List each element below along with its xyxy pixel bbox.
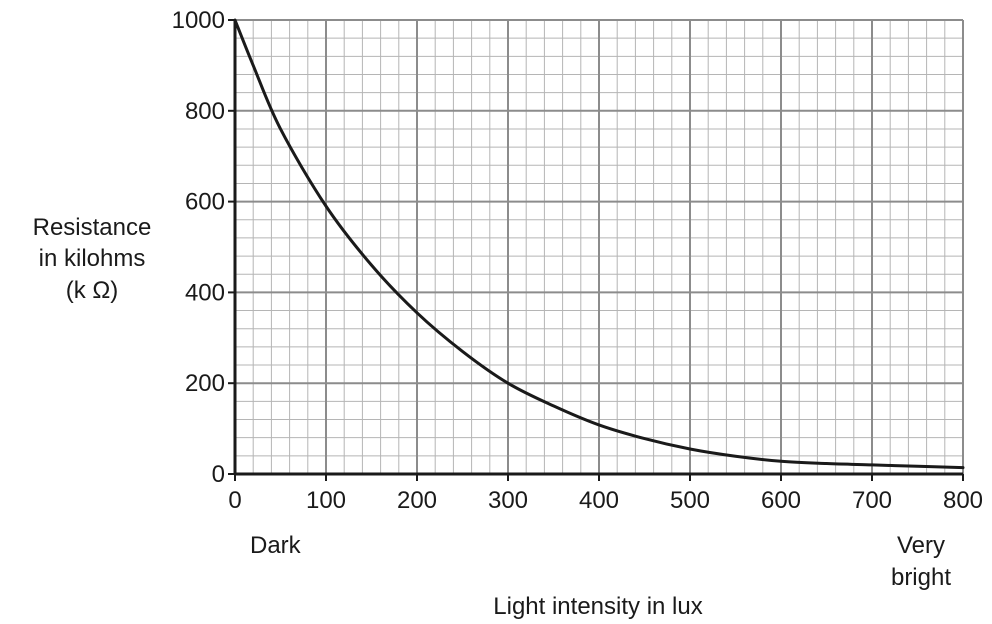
major-grid [235,19,964,474]
x-tick-label: 600 [761,487,801,514]
x-tick-label: 700 [852,487,892,514]
y-tick-label: 1000 [172,7,225,34]
x-tick-label: 400 [579,487,619,514]
very-bright-annotation-line-2: bright [891,564,951,591]
x-tick-label: 800 [943,487,983,514]
dark-annotation: Dark [250,532,302,559]
y-axis-label-line-1: Resistance [33,214,152,241]
x-tick-label: 200 [397,487,437,514]
y-axis-label-line-2: in kilohms [39,245,146,272]
y-tick-labels: 0 200 400 600 800 1000 [172,7,235,488]
resistance-curve [233,18,965,470]
y-tick-label: 400 [185,279,225,306]
x-tick-label: 300 [488,487,528,514]
x-tick-label: 0 [228,487,241,514]
very-bright-annotation-line-1: Very [897,532,945,559]
y-tick-label: 0 [212,461,225,488]
y-tick-label: 200 [185,370,225,397]
y-tick-label: 600 [185,189,225,216]
y-tick-label: 800 [185,98,225,125]
x-tick-label: 100 [306,487,346,514]
x-tick-label: 500 [670,487,710,514]
x-axis-label: Light intensity in lux [493,593,702,620]
y-axis-label-line-3: (k Ω) [66,277,119,304]
x-tick-labels: 0 100 200 300 400 500 600 700 800 [228,474,983,514]
